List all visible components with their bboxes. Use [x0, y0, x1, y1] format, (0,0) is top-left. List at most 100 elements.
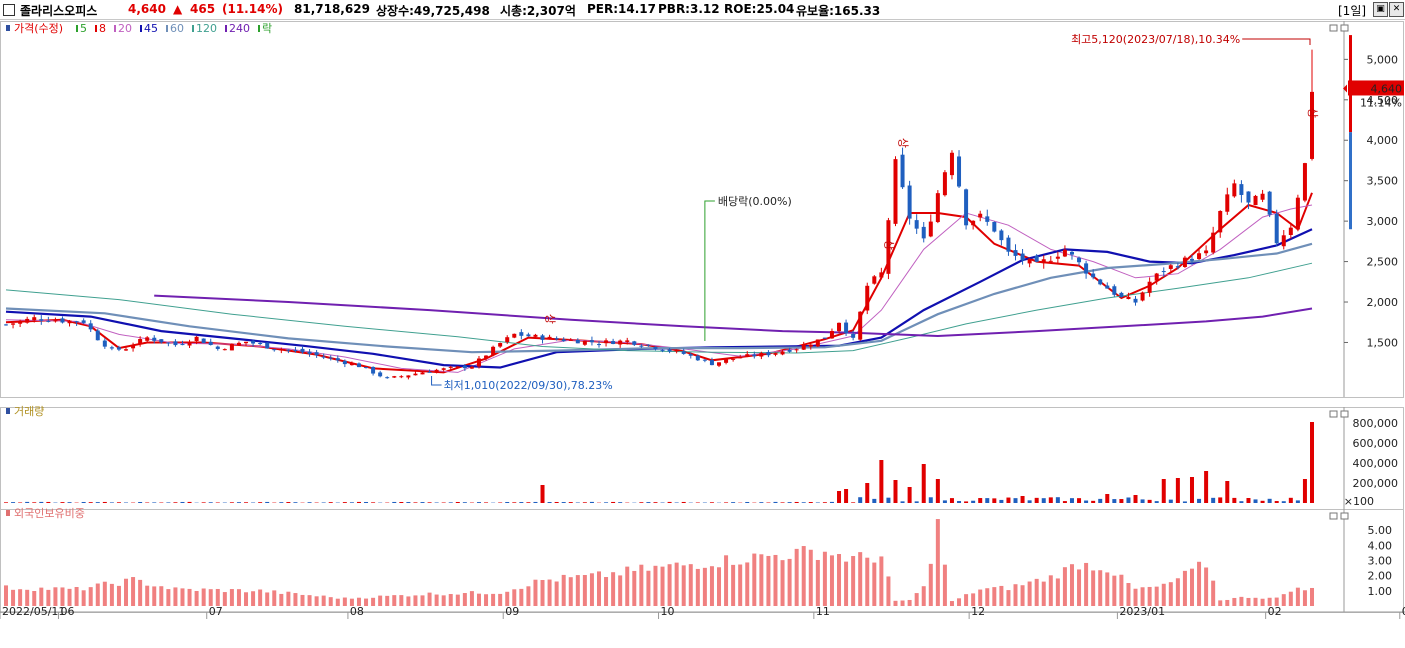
volume-bar: [872, 498, 877, 503]
foreign-bar: [462, 593, 467, 606]
candle-body: [1020, 253, 1025, 261]
legend-swatch: [166, 25, 168, 32]
foreign-bar: [116, 585, 121, 606]
volume-bar: [1020, 496, 1025, 503]
candle-body: [505, 337, 510, 343]
volume-bar: [476, 502, 481, 503]
foreign-bar: [39, 587, 44, 606]
volume-bar: [519, 502, 524, 503]
volume-bar: [307, 502, 312, 503]
foreign-bar: [1295, 587, 1300, 606]
volume-bar: [356, 501, 361, 503]
candle-body: [349, 363, 354, 366]
foreign-bar: [752, 553, 757, 606]
legend-ma-120: 120: [196, 22, 217, 35]
foreign-bar: [1013, 584, 1018, 606]
foreign-bar: [258, 589, 263, 606]
volume-bar: [1267, 498, 1272, 503]
foreign-bar: [406, 596, 411, 606]
foreign-bar: [95, 583, 100, 606]
candle-body: [978, 213, 983, 218]
volume-bar: [293, 502, 298, 503]
candle-body: [865, 285, 870, 311]
limit-up-mark: 상: [1306, 108, 1319, 118]
foreign-bar: [858, 552, 863, 606]
period-selector[interactable]: [1일]: [1338, 4, 1367, 18]
volume-bar: [1175, 478, 1180, 503]
candle-body: [1182, 257, 1187, 267]
volume-bar: [893, 480, 898, 503]
foreign-bar: [935, 519, 940, 606]
foreign-bar: [385, 595, 390, 606]
foreign-bar: [173, 587, 178, 606]
limit-up-mark: 상: [882, 240, 895, 250]
per-value: PER:14.17: [587, 2, 656, 16]
volume-bar: [18, 502, 23, 503]
candle-body: [1302, 163, 1307, 201]
candle-body: [194, 336, 199, 342]
x-axis-label: 08: [350, 605, 364, 618]
stock-name[interactable]: 졸라리스오피스: [20, 4, 98, 18]
candle-body: [11, 323, 16, 325]
volume-bar: [60, 502, 65, 503]
restore-window-icon[interactable]: ▣: [1373, 2, 1388, 17]
foreign-bar: [999, 585, 1004, 606]
foreign-bar: [851, 556, 856, 606]
volume-bar: [11, 502, 16, 503]
volume-bar: [321, 502, 326, 503]
volume-bar: [455, 501, 460, 503]
volume-bar: [921, 464, 926, 503]
candle-body: [681, 351, 686, 354]
foreign-bar: [949, 601, 954, 606]
candle-body: [187, 342, 192, 346]
candle-body: [18, 320, 23, 324]
foreign-bar: [356, 597, 361, 606]
volume-bar: [102, 501, 107, 503]
foreign-bar: [674, 562, 679, 606]
candle-body: [420, 372, 425, 375]
foreign-bar: [717, 567, 722, 606]
foreign-y-tick: 2.00: [1368, 570, 1393, 583]
select-checkbox[interactable]: [3, 4, 15, 16]
volume-bar: [180, 501, 185, 503]
volume-bar: [512, 502, 517, 503]
candle-body: [1218, 210, 1223, 233]
foreign-bar: [420, 595, 425, 606]
close-window-icon[interactable]: ✕: [1389, 2, 1404, 17]
foreign-bar: [441, 595, 446, 606]
candle-body: [639, 345, 644, 347]
price-y-tick: 4,000: [1367, 134, 1399, 147]
volume-bar: [1232, 497, 1237, 503]
volume-bar: [886, 497, 891, 503]
volume-bar: [914, 501, 919, 503]
foreign-bar: [1077, 569, 1082, 606]
volume-bar: [46, 501, 51, 503]
candle-body: [773, 353, 778, 355]
volume-bar: [88, 502, 93, 503]
candle-body: [215, 346, 220, 349]
foreign-bar: [907, 599, 912, 606]
volume-bar: [639, 502, 644, 503]
candle-body: [385, 377, 390, 379]
foreign-bar: [957, 598, 962, 606]
volume-bar: [1126, 497, 1131, 503]
volume-bar: [1006, 497, 1011, 503]
volume-bar: [498, 502, 503, 503]
foreign-bar: [208, 589, 213, 606]
candle-body: [434, 369, 439, 373]
volume-bar: [166, 502, 171, 503]
candle-body: [759, 352, 764, 357]
candle-body: [674, 350, 679, 352]
candle-body: [971, 220, 976, 226]
foreign-bar: [964, 594, 969, 606]
candle-body: [851, 334, 856, 338]
volume-bar: [1084, 500, 1089, 503]
candle-body: [766, 352, 771, 356]
volume-bar: [427, 502, 432, 503]
roe-value: ROE:25.04: [724, 2, 795, 16]
legend-volume: 거래량: [14, 405, 44, 418]
volume-bar: [138, 502, 143, 503]
foreign-bar: [632, 570, 637, 606]
candle-body: [300, 348, 305, 353]
legend-ma-5: 5: [80, 22, 87, 35]
